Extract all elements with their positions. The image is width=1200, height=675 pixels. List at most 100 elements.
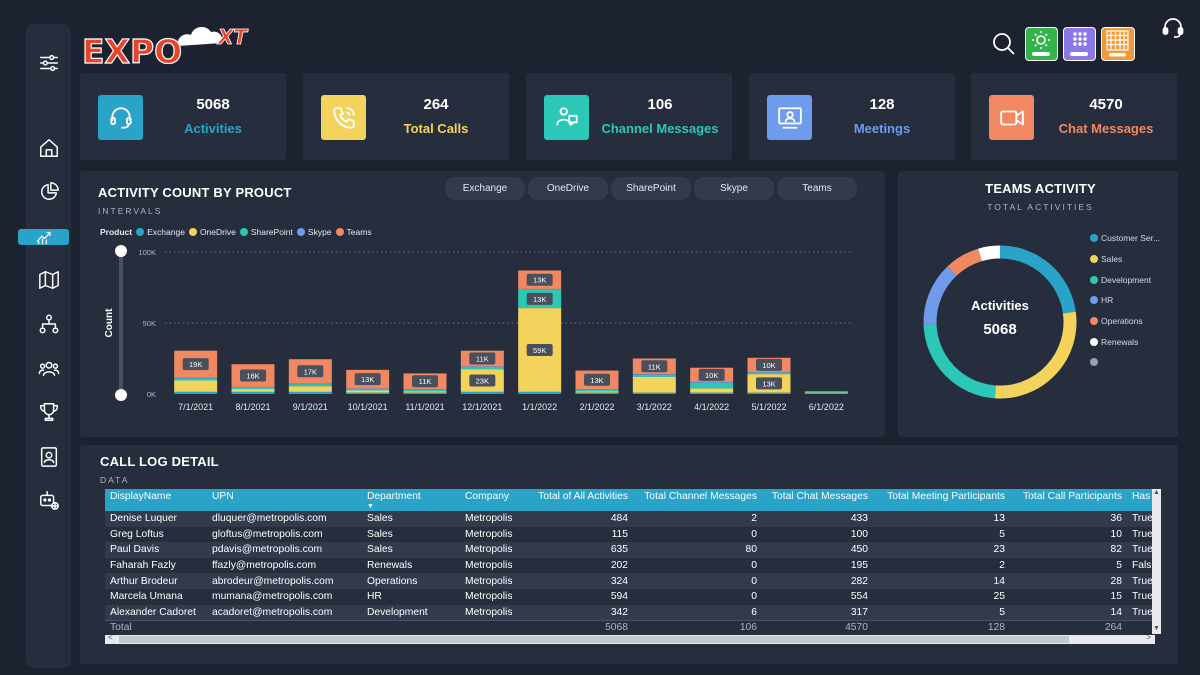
- slicer-sharepoint[interactable]: SharePoint: [611, 177, 691, 200]
- column-header-sorted[interactable]: Department ▼: [362, 489, 460, 511]
- keypad-icon[interactable]: [1063, 27, 1096, 61]
- bar-segment[interactable]: [690, 381, 734, 383]
- horizontal-scrollbar[interactable]: < >: [105, 633, 1155, 644]
- settings-sliders-icon[interactable]: [26, 48, 71, 78]
- bar-segment[interactable]: [174, 380, 218, 392]
- teams-legend-item[interactable]: Development: [1090, 269, 1160, 290]
- column-header[interactable]: Total Chat Messages: [762, 489, 873, 511]
- bar-segment[interactable]: [346, 392, 390, 394]
- vertical-scrollbar[interactable]: ▲ ▼: [1152, 489, 1161, 634]
- teams-legend-item[interactable]: Operations: [1090, 311, 1160, 332]
- bar-segment[interactable]: [632, 392, 676, 394]
- bar-segment[interactable]: [403, 389, 447, 392]
- bar-segment[interactable]: [231, 387, 275, 390]
- support-headset-icon[interactable]: [1161, 16, 1185, 45]
- donut-slice[interactable]: [994, 311, 1077, 399]
- bar-segment[interactable]: [632, 374, 676, 377]
- bar-segment[interactable]: [632, 374, 676, 375]
- donut-slice[interactable]: [947, 248, 983, 276]
- slicer-teams[interactable]: Teams: [777, 177, 857, 200]
- hierarchy-icon[interactable]: [26, 309, 71, 339]
- bar-segment[interactable]: [231, 391, 275, 394]
- scroll-right-icon[interactable]: >: [1146, 633, 1151, 642]
- bar-segment[interactable]: [575, 389, 619, 390]
- bar-segment[interactable]: [804, 393, 848, 394]
- table-row[interactable]: Denise Luquer dluquer@metropolis.com Sales…: [105, 511, 1160, 527]
- bar-segment[interactable]: [288, 391, 332, 394]
- table-row[interactable]: Greg Loftus gloftus@metropolis.com Sales Me…: [105, 526, 1160, 543]
- bar-segment[interactable]: [804, 391, 848, 392]
- bar-segment[interactable]: [346, 390, 390, 393]
- home-icon[interactable]: [26, 133, 71, 163]
- donut-slice[interactable]: [978, 245, 1001, 262]
- column-header[interactable]: Total of All Activities: [523, 489, 633, 511]
- legend-item-teams[interactable]: Teams: [335, 227, 372, 237]
- trend-chart-icon[interactable]: [18, 229, 69, 245]
- bar-segment[interactable]: [575, 389, 619, 392]
- bar-segment[interactable]: [174, 391, 218, 394]
- column-header[interactable]: Company: [460, 489, 523, 511]
- column-header[interactable]: UPN: [207, 489, 362, 511]
- bar-segment[interactable]: [804, 392, 848, 394]
- table-row[interactable]: Faharah Fazly ffazly@metropolis.com Renewa…: [105, 557, 1160, 574]
- column-header[interactable]: Total Call Participants: [1010, 489, 1127, 511]
- bar-segment[interactable]: [804, 391, 848, 393]
- bot-add-icon[interactable]: [26, 485, 71, 515]
- table-row[interactable]: Arthur Brodeur abrodeur@metropolis.com Ope…: [105, 573, 1160, 589]
- range-slider-handle-top[interactable]: [115, 245, 127, 257]
- slicer-skype[interactable]: Skype: [694, 177, 774, 200]
- teams-legend-item[interactable]: Renewals: [1090, 331, 1160, 352]
- bar-segment[interactable]: [632, 376, 676, 393]
- grid-calendar-icon[interactable]: [1101, 27, 1135, 61]
- bar-segment[interactable]: [518, 391, 562, 394]
- bar-segment[interactable]: [231, 386, 275, 388]
- bar-segment[interactable]: [460, 367, 504, 370]
- scrollbar-thumb[interactable]: [119, 636, 1069, 643]
- pie-chart-icon[interactable]: [26, 177, 71, 207]
- teams-legend-item[interactable]: Sales: [1090, 249, 1160, 270]
- column-header[interactable]: Has: [1127, 489, 1160, 511]
- bar-segment[interactable]: [575, 392, 619, 394]
- donut-slice[interactable]: [923, 324, 996, 399]
- bar-segment[interactable]: [747, 372, 791, 375]
- bar-segment[interactable]: [575, 391, 619, 393]
- bar-segment[interactable]: [460, 391, 504, 394]
- slicer-exchange[interactable]: Exchange: [445, 177, 525, 200]
- search-icon[interactable]: [991, 31, 1017, 62]
- donut-slice[interactable]: [999, 245, 1076, 314]
- bar-segment[interactable]: [346, 389, 390, 391]
- bar-segment[interactable]: [288, 386, 332, 392]
- legend-item-onedrive[interactable]: OneDrive: [188, 227, 236, 237]
- range-slider-handle-bottom[interactable]: [115, 389, 127, 401]
- column-header[interactable]: DisplayName: [105, 489, 207, 511]
- bar-segment[interactable]: [403, 389, 447, 390]
- bar-segment[interactable]: [518, 288, 562, 290]
- table-row[interactable]: Alexander Cadoret acadoret@metropolis.com…: [105, 604, 1160, 621]
- trophy-icon[interactable]: [26, 397, 71, 427]
- slicer-onedrive[interactable]: OneDrive: [528, 177, 608, 200]
- bar-segment[interactable]: [690, 388, 734, 393]
- column-header[interactable]: Total Meeting Participants: [873, 489, 1010, 511]
- bar-segment[interactable]: [403, 391, 447, 393]
- legend-item-skype[interactable]: Skype: [296, 227, 332, 237]
- scroll-down-icon[interactable]: ▼: [1153, 625, 1160, 632]
- bar-segment[interactable]: [288, 384, 332, 387]
- table-row[interactable]: Marcela Umana mumana@metropolis.com HR Metr…: [105, 588, 1160, 605]
- range-slider-track[interactable]: [119, 252, 123, 394]
- bar-segment[interactable]: [690, 382, 734, 389]
- team-icon[interactable]: [26, 353, 71, 383]
- bar-segment[interactable]: [231, 389, 275, 392]
- column-header[interactable]: Total Channel Messages: [633, 489, 762, 511]
- bar-segment[interactable]: [288, 383, 332, 385]
- bar-segment[interactable]: [346, 388, 390, 390]
- scroll-left-icon[interactable]: <: [108, 633, 113, 642]
- bar-segment[interactable]: [174, 377, 218, 379]
- bar-segment[interactable]: [747, 392, 791, 394]
- bar-segment[interactable]: [690, 392, 734, 394]
- legend-item-exchange[interactable]: Exchange: [136, 227, 185, 237]
- bar-segment[interactable]: [174, 378, 218, 381]
- donut-slice[interactable]: [923, 266, 957, 325]
- contact-card-icon[interactable]: [26, 442, 71, 472]
- bar-segment[interactable]: [747, 371, 791, 373]
- teams-legend-item[interactable]: Customer Ser...: [1090, 228, 1160, 249]
